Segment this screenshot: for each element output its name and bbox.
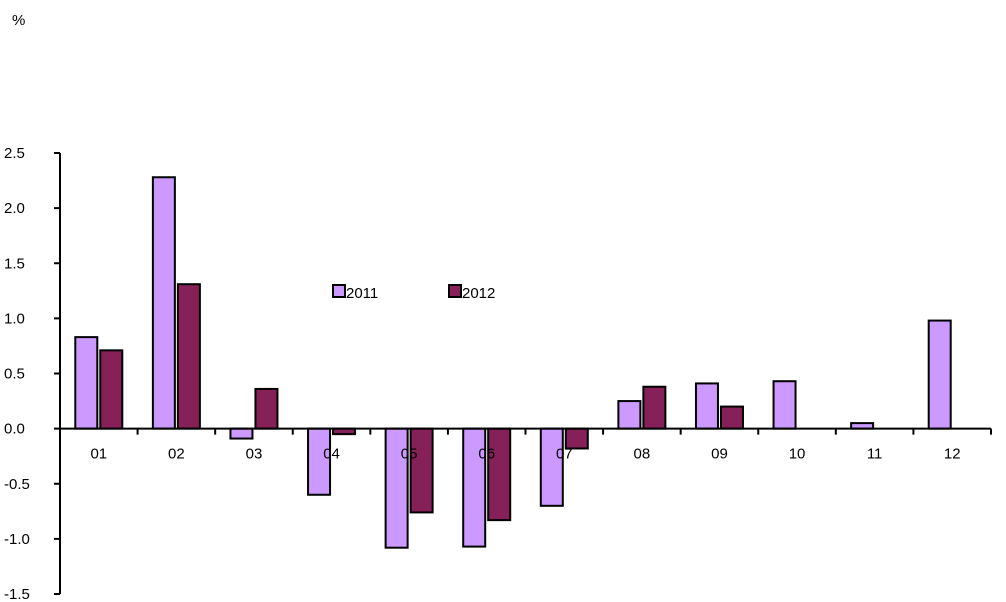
x-tick-label-05: 05 — [401, 446, 418, 463]
x-tick-label-03: 03 — [246, 446, 263, 463]
x-tick-label-04: 04 — [323, 446, 340, 463]
bar-2011-12 — [927, 319, 952, 430]
x-tick-label-08: 08 — [634, 446, 651, 463]
bar-2012-02 — [176, 283, 201, 430]
bar-2012-01 — [99, 349, 124, 430]
x-tick-label-07: 07 — [556, 446, 573, 463]
y-tick-label: 0.0 — [4, 421, 25, 438]
legend-label-2011: 2011 — [346, 285, 378, 302]
bar-2012-05 — [409, 427, 434, 514]
bar-2011-09 — [694, 382, 719, 430]
bar-2011-07 — [539, 427, 564, 507]
y-tick-label: 0.5 — [4, 366, 25, 383]
y-tick-label: 2.5 — [4, 145, 25, 162]
bar-2012-06 — [487, 427, 512, 522]
y-tick-label: -1.5 — [4, 586, 30, 602]
legend: 2011 2012 — [332, 284, 495, 302]
x-tick-label-09: 09 — [711, 446, 728, 463]
bars-layer — [74, 176, 952, 549]
bar-2011-01 — [74, 336, 99, 430]
bar-2011-10 — [772, 380, 797, 430]
legend-swatch-2011 — [332, 284, 346, 298]
y-tick-label: -0.5 — [4, 476, 30, 493]
legend-label-2012: 2012 — [462, 285, 495, 302]
y-tick-label: 2.0 — [4, 200, 25, 217]
x-tick-label-01: 01 — [90, 446, 107, 463]
x-tick-label-12: 12 — [944, 446, 961, 463]
y-tick-label: 1.0 — [4, 310, 25, 327]
x-tick-label-11: 11 — [867, 446, 883, 463]
bar-2012-09 — [719, 405, 744, 430]
x-tick-label-06: 06 — [478, 446, 495, 463]
y-tick-label: 1.5 — [4, 255, 25, 272]
bar-2012-03 — [254, 387, 279, 430]
axes-layer — [54, 152, 992, 595]
tick-labels-layer: 2.5 2.0 1.5 1.0 0.5 0.0 -0.5 -1.0 -1.5 01 02 03 04 05… — [4, 145, 961, 602]
bar-2012-08 — [642, 385, 667, 430]
y-axis-unit-label: % — [12, 12, 26, 29]
x-tick-label-02: 02 — [168, 446, 185, 463]
y-tick-label: -1.0 — [4, 531, 30, 548]
bar-2011-08 — [617, 400, 642, 430]
bar-2011-02 — [151, 176, 176, 430]
x-tick-label-10: 10 — [789, 446, 806, 463]
bar-2011-03 — [229, 427, 254, 440]
legend-swatch-2012 — [448, 284, 462, 298]
